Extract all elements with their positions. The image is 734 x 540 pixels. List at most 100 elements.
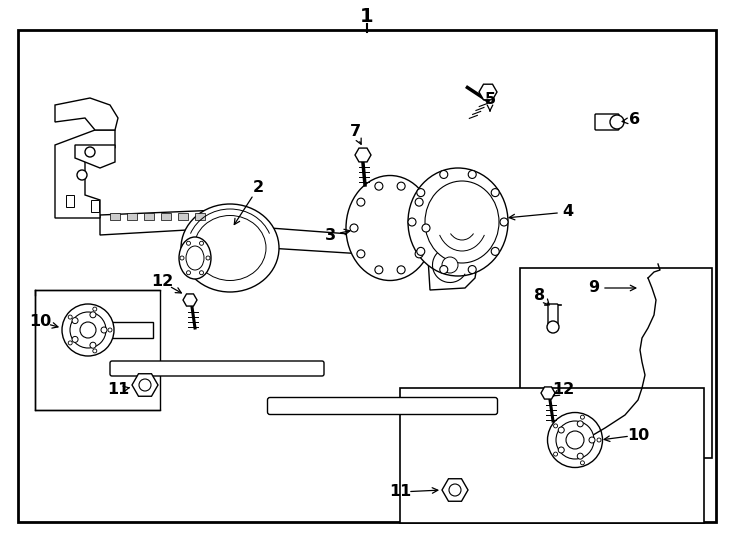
Text: 6: 6 bbox=[630, 112, 641, 127]
Circle shape bbox=[186, 241, 191, 245]
Ellipse shape bbox=[556, 421, 594, 459]
Text: 5: 5 bbox=[484, 92, 495, 107]
Circle shape bbox=[442, 257, 458, 273]
Ellipse shape bbox=[186, 246, 204, 270]
Circle shape bbox=[108, 328, 112, 332]
Circle shape bbox=[440, 171, 448, 178]
Bar bbox=[144, 213, 154, 220]
Ellipse shape bbox=[181, 204, 279, 292]
Circle shape bbox=[581, 461, 584, 465]
Circle shape bbox=[559, 447, 564, 453]
Circle shape bbox=[101, 327, 107, 333]
FancyBboxPatch shape bbox=[267, 397, 498, 415]
Text: 2: 2 bbox=[252, 180, 264, 195]
Circle shape bbox=[577, 453, 584, 459]
FancyBboxPatch shape bbox=[548, 304, 558, 328]
Bar bbox=[161, 213, 171, 220]
Circle shape bbox=[68, 341, 72, 345]
Circle shape bbox=[350, 224, 358, 232]
Bar bbox=[195, 213, 205, 220]
Bar bbox=[66, 195, 74, 207]
Text: 10: 10 bbox=[627, 428, 649, 442]
Text: 12: 12 bbox=[552, 382, 574, 397]
Circle shape bbox=[68, 315, 72, 319]
Ellipse shape bbox=[179, 237, 211, 279]
Circle shape bbox=[200, 241, 203, 245]
Circle shape bbox=[491, 247, 499, 255]
Bar bbox=[127, 213, 137, 220]
Circle shape bbox=[610, 115, 624, 129]
Circle shape bbox=[77, 170, 87, 180]
Circle shape bbox=[468, 266, 476, 274]
Circle shape bbox=[417, 188, 425, 197]
Polygon shape bbox=[55, 130, 115, 218]
Circle shape bbox=[80, 322, 96, 338]
Circle shape bbox=[90, 312, 96, 318]
FancyBboxPatch shape bbox=[595, 114, 619, 130]
Circle shape bbox=[589, 437, 595, 443]
Circle shape bbox=[206, 256, 210, 260]
Circle shape bbox=[422, 224, 430, 232]
Circle shape bbox=[200, 271, 203, 275]
Ellipse shape bbox=[408, 168, 508, 276]
Ellipse shape bbox=[62, 304, 114, 356]
Ellipse shape bbox=[194, 215, 266, 280]
Text: 1: 1 bbox=[360, 6, 374, 25]
Circle shape bbox=[375, 266, 383, 274]
Circle shape bbox=[491, 188, 499, 197]
Circle shape bbox=[559, 427, 564, 433]
Text: 10: 10 bbox=[29, 314, 51, 329]
Circle shape bbox=[139, 379, 151, 391]
Circle shape bbox=[357, 250, 365, 258]
Circle shape bbox=[415, 250, 423, 258]
Bar bbox=[400, 388, 704, 523]
Circle shape bbox=[357, 198, 365, 206]
Circle shape bbox=[440, 266, 448, 274]
Circle shape bbox=[547, 321, 559, 333]
Circle shape bbox=[72, 336, 78, 342]
Circle shape bbox=[408, 218, 416, 226]
Circle shape bbox=[397, 266, 405, 274]
Text: 3: 3 bbox=[324, 227, 335, 242]
Circle shape bbox=[500, 218, 508, 226]
Text: 8: 8 bbox=[534, 287, 545, 302]
Text: 7: 7 bbox=[349, 125, 360, 139]
Polygon shape bbox=[75, 145, 115, 168]
Ellipse shape bbox=[548, 413, 603, 468]
Circle shape bbox=[72, 318, 78, 323]
Text: 9: 9 bbox=[589, 280, 600, 295]
Bar bbox=[110, 213, 120, 220]
Text: 11: 11 bbox=[107, 382, 129, 397]
Polygon shape bbox=[55, 98, 118, 130]
Ellipse shape bbox=[346, 176, 434, 280]
Circle shape bbox=[397, 182, 405, 190]
Text: 4: 4 bbox=[562, 205, 573, 219]
Ellipse shape bbox=[70, 312, 106, 348]
Circle shape bbox=[581, 415, 584, 419]
Bar bbox=[520, 268, 712, 458]
FancyBboxPatch shape bbox=[110, 361, 324, 376]
Circle shape bbox=[180, 256, 184, 260]
Ellipse shape bbox=[425, 181, 499, 263]
Polygon shape bbox=[268, 228, 430, 258]
Circle shape bbox=[417, 247, 425, 255]
FancyBboxPatch shape bbox=[108, 322, 153, 338]
Circle shape bbox=[415, 198, 423, 206]
Circle shape bbox=[577, 421, 584, 427]
Circle shape bbox=[553, 452, 558, 456]
Circle shape bbox=[468, 171, 476, 178]
Bar bbox=[35, 290, 160, 410]
Circle shape bbox=[375, 182, 383, 190]
Circle shape bbox=[553, 424, 558, 428]
Circle shape bbox=[597, 438, 601, 442]
Text: 11: 11 bbox=[389, 484, 411, 500]
Text: 12: 12 bbox=[151, 274, 173, 289]
Bar bbox=[91, 200, 99, 212]
Circle shape bbox=[92, 307, 97, 311]
Circle shape bbox=[92, 349, 97, 353]
Circle shape bbox=[90, 342, 96, 348]
Circle shape bbox=[186, 271, 191, 275]
Circle shape bbox=[449, 484, 461, 496]
Polygon shape bbox=[100, 210, 222, 235]
Bar bbox=[178, 213, 188, 220]
